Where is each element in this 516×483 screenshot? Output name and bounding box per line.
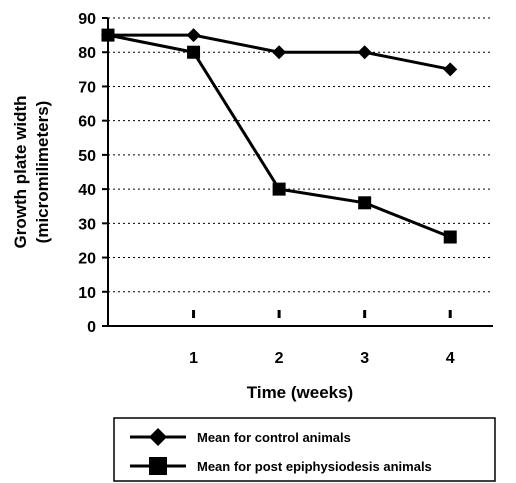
grid-lines [108,17,493,293]
y-tick-label: 70 [78,79,96,96]
data-point-square [443,230,457,244]
y-tick-label: 0 [87,319,96,336]
x-tick-label: 4 [446,350,455,367]
y-tick-label: 40 [78,182,96,199]
x-tick-label: 2 [275,350,284,367]
data-point-diamond [186,28,201,43]
y-ticks: 0 10 20 30 40 50 60 70 80 90 [78,11,108,336]
x-tick-label: 3 [360,350,369,367]
y-tick-label: 10 [78,285,96,302]
data-point-square [101,28,115,42]
y-tick-label: 50 [78,148,96,165]
data-point-square [187,45,201,59]
data-point-square [358,196,372,210]
x-axis-title: Time (weeks) [247,383,353,402]
data-point-diamond [272,45,287,60]
axes [107,18,493,327]
y-axis-title-line1: Growth plate width [11,96,30,249]
legend-marker-epiphysiodesis [149,457,167,475]
legend: Mean for control animals Mean for post e… [113,417,496,482]
y-tick-label: 20 [78,251,96,268]
legend-box [113,417,496,482]
series-group [101,28,458,244]
x-ticks: 1 2 3 4 [189,310,455,367]
legend-label-epiphysiodesis: Mean for post epiphysiodesis animals [197,459,432,474]
series-line-1 [107,33,451,239]
legend-marker-control [149,428,167,446]
data-point-diamond [443,62,458,77]
y-tick-label: 90 [78,11,96,28]
legend-label-control: Mean for control animals [197,430,351,445]
data-point-diamond [357,45,372,60]
y-tick-label: 80 [78,45,96,62]
y-tick-label: 60 [78,114,96,131]
y-axis-title-line2: (micromilimeters) [33,101,52,244]
y-tick-label: 30 [78,216,96,233]
x-tick-label: 1 [189,350,198,367]
data-point-square [272,182,286,196]
